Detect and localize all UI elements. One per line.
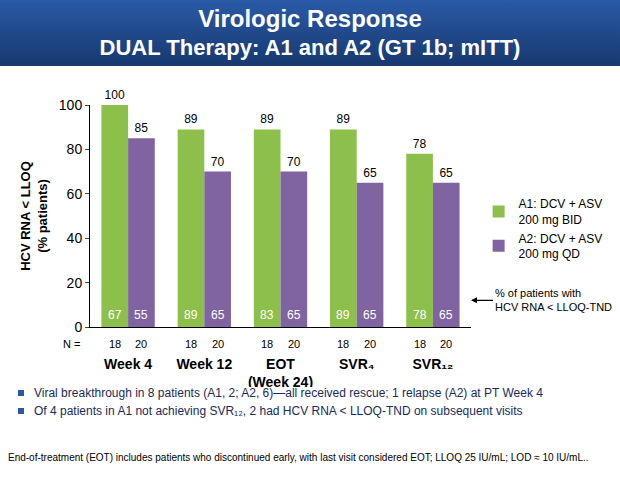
svg-text:60: 60 [67, 186, 83, 202]
svg-text:89: 89 [184, 308, 198, 322]
svg-text:18: 18 [414, 338, 426, 350]
svg-text:18: 18 [185, 338, 197, 350]
svg-text:70: 70 [211, 155, 225, 169]
svg-text:SVR₁₂: SVR₁₂ [413, 356, 454, 372]
svg-text:89: 89 [184, 112, 198, 126]
svg-text:20: 20 [212, 338, 224, 350]
svg-text:18: 18 [261, 338, 273, 350]
svg-text:20: 20 [288, 338, 300, 350]
html-text:Viral breakthrough in 8 patien: Viral breakthrough in 8 patients (A1, 2;… [34, 386, 543, 400]
svg-text:SVR₄: SVR₄ [339, 356, 374, 372]
svg-text:89: 89 [336, 308, 350, 322]
svg-text:78: 78 [413, 137, 427, 151]
svg-text:65: 65 [287, 308, 301, 322]
html-text:Of 4 patients in A1 not achiev: Of 4 patients in A1 not achieving SVR₁₂,… [34, 404, 523, 418]
svg-text:40: 40 [67, 230, 83, 246]
svg-text:85: 85 [135, 121, 149, 135]
svg-text:55: 55 [134, 308, 148, 322]
svg-text:65: 65 [439, 166, 453, 180]
svg-text:65: 65 [363, 166, 377, 180]
svg-text:89: 89 [337, 112, 351, 126]
svg-text:18: 18 [109, 338, 121, 350]
svg-text:0: 0 [74, 319, 82, 335]
svg-text:% of patients withHCV RNA < LL: % of patients withHCV RNA < LLOQ-TND [495, 287, 612, 313]
svg-text:A1: DCV + ASV200 mg BID: A1: DCV + ASV200 mg BID [519, 197, 603, 227]
svg-text:83: 83 [260, 308, 274, 322]
svg-text:18: 18 [337, 338, 349, 350]
svg-text:A2: DCV + ASV200 mg QD: A2: DCV + ASV200 mg QD [519, 232, 603, 262]
svg-text:20: 20 [67, 275, 83, 291]
html-text:Virologic Response: Virologic Response [198, 5, 422, 32]
svg-text:Week 4: Week 4 [104, 356, 152, 372]
svg-text:65: 65 [363, 308, 377, 322]
svg-text:78: 78 [413, 308, 427, 322]
svg-text:100: 100 [105, 88, 125, 102]
svg-text:20: 20 [440, 338, 452, 350]
svg-text:N =: N = [63, 338, 80, 350]
svg-text:Week 12: Week 12 [176, 356, 232, 372]
svg-text:70: 70 [287, 155, 301, 169]
svg-text:HCV RNA < LLOQ(% patients): HCV RNA < LLOQ(% patients) [18, 161, 50, 271]
html-text:End-of-treatment (EOT) include: End-of-treatment (EOT) includes patients… [8, 452, 589, 463]
svg-text:65: 65 [439, 308, 453, 322]
svg-text:20: 20 [364, 338, 376, 350]
svg-text:65: 65 [211, 308, 225, 322]
svg-text:20: 20 [135, 338, 147, 350]
svg-text:67: 67 [108, 308, 122, 322]
svg-text:80: 80 [67, 141, 83, 157]
html-text:DUAL Therapy: A1 and A2 (GT 1b: DUAL Therapy: A1 and A2 (GT 1b; mITT) [99, 35, 521, 60]
svg-text:89: 89 [260, 112, 274, 126]
svg-text:100: 100 [59, 97, 83, 113]
svg-text:EOT(Week 24): EOT(Week 24) [248, 356, 313, 387]
